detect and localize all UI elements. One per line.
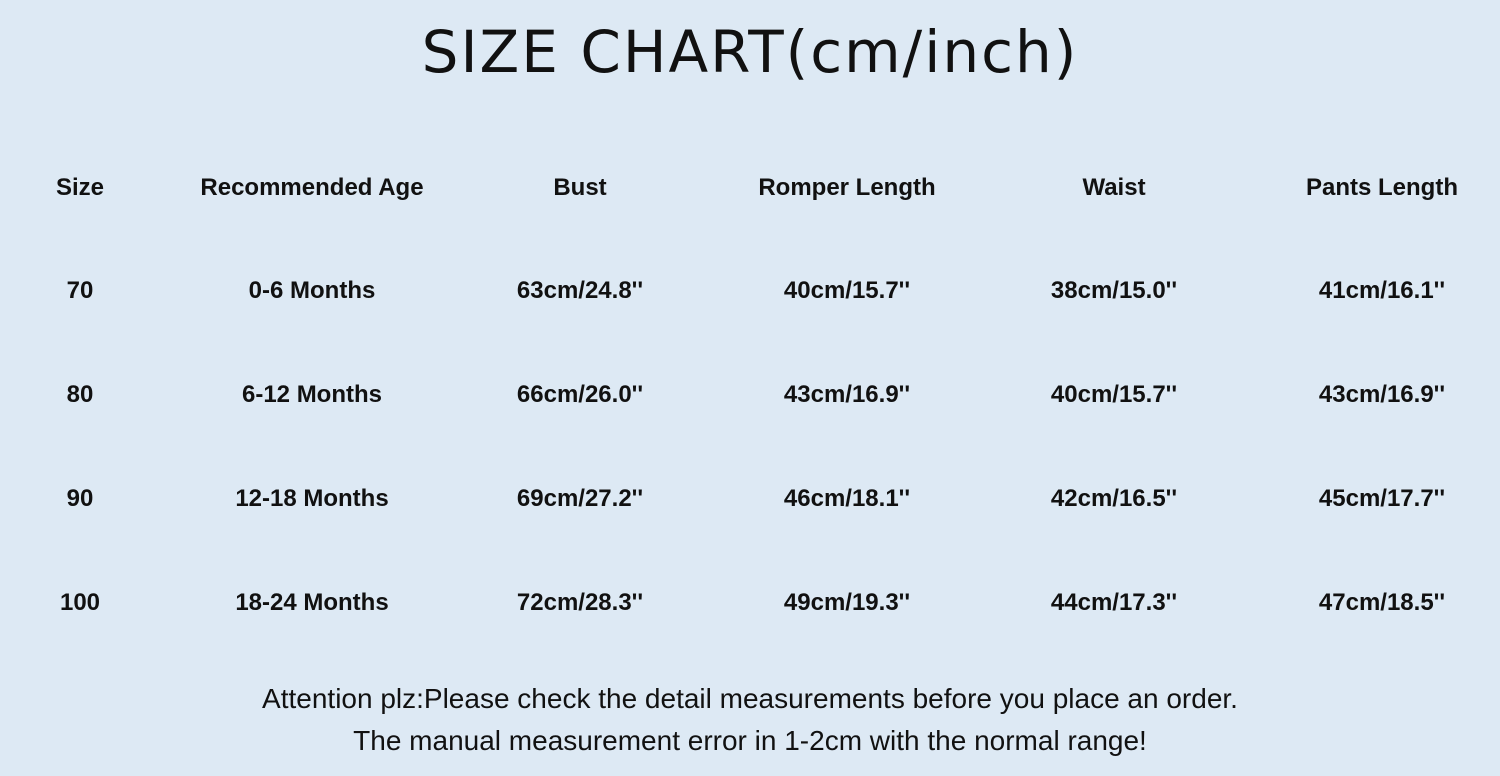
table-cell: 43cm/16.9'' (1318, 381, 1446, 408)
table-cell: 40cm/15.7'' (1050, 381, 1178, 408)
attention-note: Attention plz:Please check the detail me… (262, 683, 1238, 714)
table-cell: 47cm/18.5'' (1318, 589, 1446, 616)
table-cell: 40cm/15.7'' (783, 277, 911, 304)
column-header: Pants Length (1305, 174, 1458, 201)
page-title: SIZE CHART(cm/inch) (421, 18, 1079, 86)
table-cell: 66cm/26.0'' (516, 381, 644, 408)
column-header: Bust (553, 174, 607, 201)
column-header: Waist (1082, 174, 1146, 201)
table-cell: 49cm/19.3'' (783, 589, 911, 616)
table-cell: 69cm/27.2'' (516, 485, 644, 512)
table-cell: 45cm/17.7'' (1318, 485, 1446, 512)
table-cell: 41cm/16.1'' (1318, 277, 1446, 304)
column-header: Size (55, 174, 105, 201)
table-cell: 12-18 Months (235, 485, 389, 512)
table-cell: 46cm/18.1'' (783, 485, 911, 512)
table-cell: 43cm/16.9'' (783, 381, 911, 408)
table-cell: 90 (66, 485, 94, 512)
table-cell: 44cm/17.3'' (1050, 589, 1178, 616)
table-cell: 42cm/16.5'' (1050, 485, 1178, 512)
table-cell: 72cm/28.3'' (516, 589, 644, 616)
table-cell: 63cm/24.8'' (516, 277, 644, 304)
column-header: Recommended Age (200, 174, 424, 201)
measurement-note: The manual measurement error in 1-2cm wi… (353, 725, 1147, 756)
table-cell: 0-6 Months (248, 277, 376, 304)
table-cell: 38cm/15.0'' (1050, 277, 1178, 304)
table-cell: 80 (66, 381, 94, 408)
table-cell: 6-12 Months (241, 381, 382, 408)
table-cell: 70 (66, 277, 94, 304)
column-header: Romper Length (758, 174, 936, 201)
table-cell: 18-24 Months (235, 589, 389, 616)
table-cell: 100 (59, 589, 101, 616)
